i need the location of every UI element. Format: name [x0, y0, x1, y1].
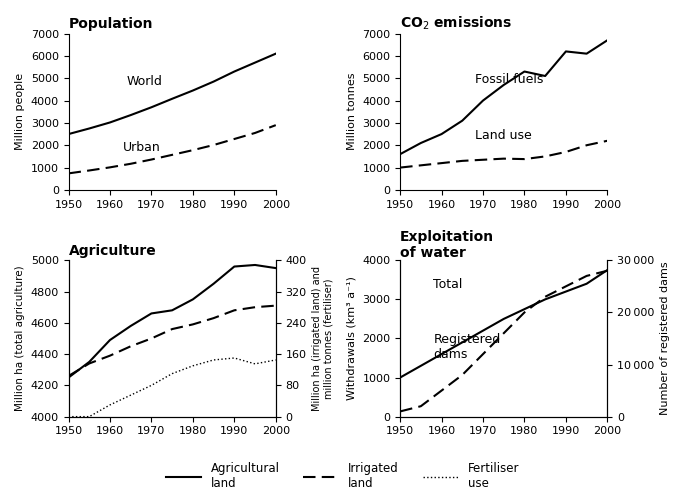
Text: Exploitation
of water: Exploitation of water [400, 230, 495, 260]
Y-axis label: Million people: Million people [15, 73, 25, 150]
Text: Registered
dams: Registered dams [434, 333, 501, 361]
Text: Agriculture: Agriculture [68, 244, 156, 258]
Text: Fossil fuels: Fossil fuels [475, 73, 543, 86]
Text: Urban: Urban [123, 141, 160, 154]
Y-axis label: Withdrawals (km³ a⁻¹): Withdrawals (km³ a⁻¹) [347, 277, 357, 400]
Text: Population: Population [68, 17, 153, 31]
Legend: Agricultural
land, Irrigated
land, Fertiliser
use: Agricultural land, Irrigated land, Ferti… [161, 458, 524, 495]
Y-axis label: Million ha (total agriculture): Million ha (total agriculture) [15, 266, 25, 411]
Y-axis label: Million tonnes: Million tonnes [347, 73, 357, 150]
Text: World: World [127, 75, 162, 88]
Text: Land use: Land use [475, 128, 532, 141]
Text: CO$_2$ emissions: CO$_2$ emissions [400, 15, 512, 32]
Y-axis label: Number of registered dams: Number of registered dams [660, 262, 670, 415]
Text: Total: Total [434, 278, 462, 291]
Y-axis label: Million ha (irrigated land) and
million tonnes (fertiliser): Million ha (irrigated land) and million … [312, 266, 334, 411]
